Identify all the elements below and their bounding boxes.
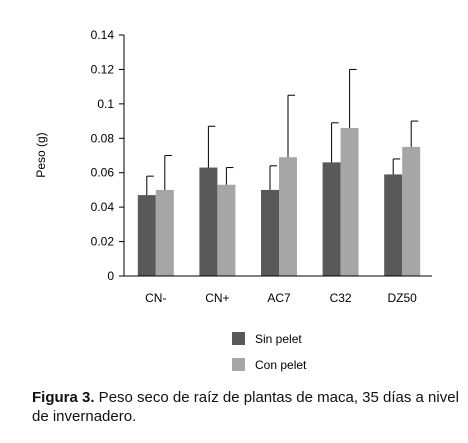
y-tick-label: 0.14	[91, 28, 115, 42]
x-tick-label: DZ50	[388, 291, 418, 305]
legend-swatch	[232, 332, 245, 345]
x-tick-label: CN+	[205, 291, 229, 305]
legend-swatch	[232, 358, 245, 371]
x-tick-label: AC7	[267, 291, 291, 305]
bar-con-pelet	[279, 157, 297, 276]
bar-sin-pelet	[384, 174, 403, 276]
bar-con-pelet	[340, 127, 359, 276]
x-tick-label: CN-	[145, 291, 166, 305]
y-axis-label: Peso (g)	[34, 132, 48, 177]
bar-chart: 0 0.02 0.04 0.06 0.08 0.1 0.12 0.14 CN- CN+ AC7 C32…	[34, 28, 432, 372]
chart: 0 0.02 0.04 0.06 0.08 0.1 0.12 0.14 CN- CN+ AC7 C32…	[34, 28, 432, 372]
bar-sin-pelet	[199, 167, 218, 276]
y-tick-label: 0.08	[91, 131, 115, 145]
y-tick-label: 0.06	[91, 166, 115, 180]
bar-con-pelet	[402, 146, 421, 276]
y-tick-label: 0.04	[91, 200, 115, 214]
y-tick-label: 0.02	[91, 235, 115, 249]
bar-sin-pelet	[322, 162, 341, 276]
bar-con-pelet	[155, 189, 174, 276]
bar-con-pelet	[217, 184, 236, 276]
bar-sin-pelet	[261, 189, 279, 276]
figure-caption: Figura 3. Peso seco de raíz de plantas d…	[32, 388, 462, 426]
bar-sin-pelet	[137, 195, 156, 276]
caption-text: Peso seco de raíz de plantas de maca, 35…	[32, 389, 459, 425]
caption-label: Figura 3.	[32, 389, 95, 406]
legend-label: Con pelet	[255, 358, 307, 372]
legend-label: Sin pelet	[255, 332, 302, 346]
x-tick-label: C32	[330, 291, 352, 305]
y-tick-label: 0	[107, 269, 114, 283]
y-tick-label: 0.1	[97, 97, 114, 111]
y-tick-label: 0.12	[91, 62, 115, 76]
